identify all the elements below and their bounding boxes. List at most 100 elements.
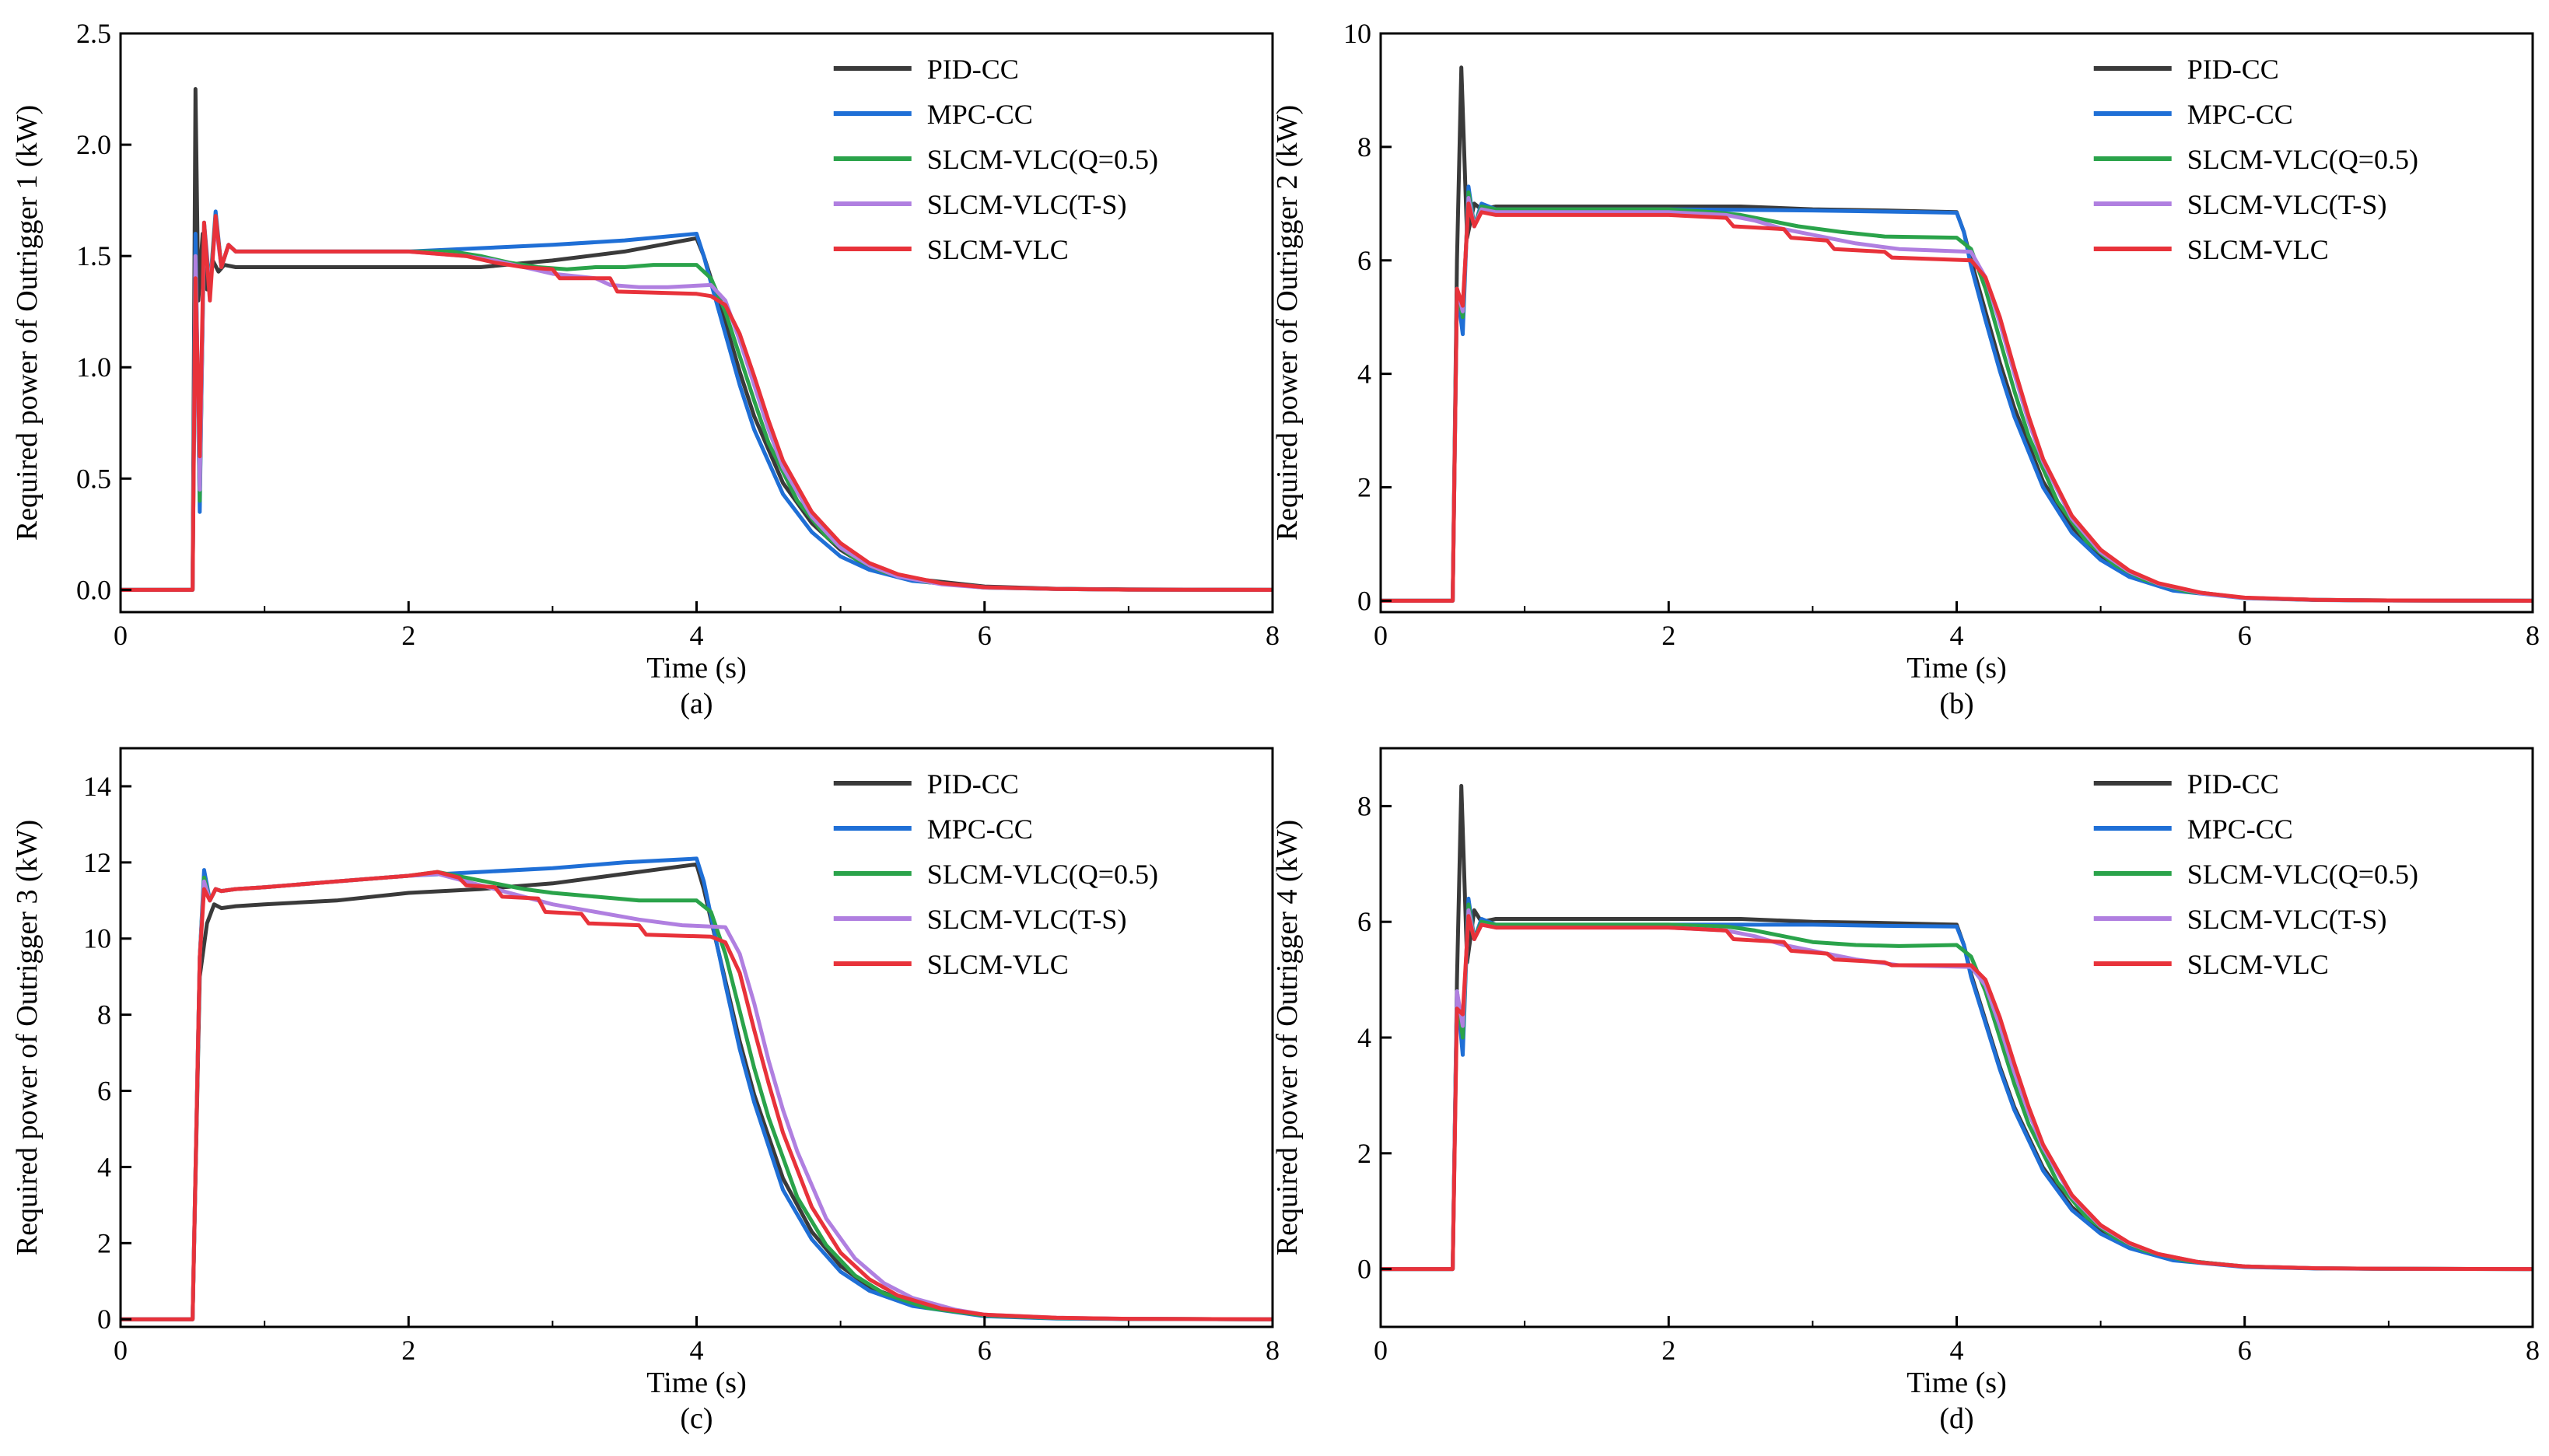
y-tick-label: 6 bbox=[1357, 906, 1371, 937]
panel-d: 0 2 4 6 8 0 2 4 6 8 Time (s) Required power of Outr… bbox=[1271, 747, 2540, 1435]
panel-caption: (d) bbox=[1939, 1402, 1973, 1435]
x-tick-label: 0 bbox=[1374, 1335, 1388, 1366]
legend-label: PID-CC bbox=[927, 54, 1019, 85]
panel-caption: (b) bbox=[1939, 688, 1973, 720]
y-tick-label: 8 bbox=[97, 999, 111, 1031]
series-group bbox=[1381, 65, 2533, 603]
legend-label: SLCM-VLC(T-S) bbox=[2187, 189, 2387, 220]
y-tick-label: 2 bbox=[1357, 472, 1371, 503]
plot-frame bbox=[1379, 747, 2534, 1328]
x-tick-label: 4 bbox=[1950, 1335, 1964, 1366]
y-axis-label: Required power of Outrigger 2 (kW) bbox=[1271, 105, 1304, 541]
y-tick-label: 0 bbox=[1357, 1254, 1371, 1285]
legend-label: MPC-CC bbox=[927, 814, 1033, 845]
y-tick-label: 8 bbox=[1357, 790, 1371, 821]
x-tick-label: 2 bbox=[1661, 620, 1675, 651]
y-tick-label: 10 bbox=[1343, 18, 1371, 49]
series-line-slcm-vlc bbox=[1381, 201, 2533, 603]
series-group bbox=[1381, 783, 2533, 1272]
legend: PID-CC MPC-CC SLCM-VLC(Q=0.5) SLCM-VLC(T-S)… bbox=[2093, 54, 2418, 265]
series-group bbox=[121, 87, 1273, 592]
legend-label: SLCM-VLC(T-S) bbox=[927, 189, 1127, 220]
y-tick-label: 0 bbox=[97, 1304, 111, 1335]
x-axis-label: Time (s) bbox=[1906, 1367, 2006, 1399]
series-line-slcm-vlc-q-0-5- bbox=[1381, 902, 2533, 1272]
y-tick-label: 1.5 bbox=[76, 240, 111, 271]
y-tick-label: 12 bbox=[83, 847, 111, 878]
x-tick-label: 8 bbox=[1266, 1335, 1280, 1366]
y-tick-label: 6 bbox=[97, 1076, 111, 1107]
y-tick-label: 2.0 bbox=[76, 129, 111, 160]
legend-label: SLCM-VLC bbox=[927, 949, 1069, 980]
x-axis-label: Time (s) bbox=[646, 652, 746, 684]
legend-label: PID-CC bbox=[2187, 54, 2279, 85]
y-tick-label: 2 bbox=[97, 1227, 111, 1258]
x-tick-label: 6 bbox=[2238, 1335, 2252, 1366]
legend-label: SLCM-VLC bbox=[2187, 234, 2329, 265]
legend-label: SLCM-VLC(Q=0.5) bbox=[2187, 144, 2418, 175]
legend-label: MPC-CC bbox=[2187, 99, 2293, 130]
x-tick-label: 6 bbox=[978, 1335, 992, 1366]
legend: PID-CC MPC-CC SLCM-VLC(Q=0.5) SLCM-VLC(T-S)… bbox=[833, 768, 1158, 980]
series-line-slcm-vlc bbox=[1381, 914, 2533, 1272]
x-axis-label: Time (s) bbox=[1906, 652, 2006, 684]
series-line-mpc-cc bbox=[1381, 184, 2533, 603]
x-tick-label: 0 bbox=[114, 620, 128, 651]
legend-label: SLCM-VLC(T-S) bbox=[2187, 904, 2387, 935]
panel-caption: (c) bbox=[680, 1402, 713, 1435]
y-tick-label: 2.5 bbox=[76, 18, 111, 49]
series-line-slcm-vlc-q-0-5- bbox=[121, 214, 1273, 592]
y-tick-label: 4 bbox=[1357, 1022, 1371, 1053]
x-tick-label: 4 bbox=[690, 620, 704, 651]
x-tick-label: 2 bbox=[401, 620, 415, 651]
series-line-slcm-vlc bbox=[121, 214, 1273, 592]
panel-caption: (a) bbox=[680, 688, 713, 720]
x-tick-label: 0 bbox=[114, 1335, 128, 1366]
y-axis-label: Required power of Outrigger 3 (kW) bbox=[11, 820, 44, 1255]
series-line-mpc-cc bbox=[1381, 896, 2533, 1272]
y-tick-label: 2 bbox=[1357, 1138, 1371, 1169]
plot-frame bbox=[119, 747, 1274, 1328]
y-axis-label: Required power of Outrigger 1 (kW) bbox=[11, 105, 44, 541]
legend-label: MPC-CC bbox=[927, 99, 1033, 130]
legend: PID-CC MPC-CC SLCM-VLC(Q=0.5) SLCM-VLC(T-S)… bbox=[833, 54, 1158, 265]
x-tick-label: 4 bbox=[690, 1335, 704, 1366]
series-line-slcm-vlc bbox=[121, 870, 1273, 1321]
legend-label: MPC-CC bbox=[2187, 814, 2293, 845]
series-line-slcm-vlc-t-s- bbox=[121, 872, 1273, 1321]
y-axis-label: Required power of Outrigger 4 (kW) bbox=[1271, 820, 1304, 1255]
x-tick-label: 8 bbox=[1266, 620, 1280, 651]
y-tick-label: 8 bbox=[1357, 131, 1371, 163]
x-tick-label: 6 bbox=[978, 620, 992, 651]
x-tick-label: 8 bbox=[2526, 1335, 2540, 1366]
x-tick-label: 6 bbox=[2238, 620, 2252, 651]
legend-label: SLCM-VLC(T-S) bbox=[927, 904, 1127, 935]
legend-label: PID-CC bbox=[927, 768, 1019, 800]
panel-c: 0 2 4 6 8 0 2 4 6 8 10 12 14 Time (s) Required power o… bbox=[11, 747, 1280, 1435]
legend: PID-CC MPC-CC SLCM-VLC(Q=0.5) SLCM-VLC(T-S)… bbox=[2093, 768, 2418, 980]
x-tick-label: 2 bbox=[401, 1335, 415, 1366]
y-tick-label: 10 bbox=[83, 923, 111, 954]
x-tick-label: 4 bbox=[1950, 620, 1964, 651]
plot-frame bbox=[119, 32, 1274, 614]
x-tick-label: 2 bbox=[1661, 1335, 1675, 1366]
legend-label: SLCM-VLC bbox=[2187, 949, 2329, 980]
legend-label: SLCM-VLC bbox=[927, 234, 1069, 265]
y-tick-label: 0.5 bbox=[76, 463, 111, 494]
series-line-slcm-vlc-q-0-5- bbox=[1381, 190, 2533, 603]
x-tick-label: 8 bbox=[2526, 620, 2540, 651]
y-tick-label: 6 bbox=[1357, 245, 1371, 276]
x-tick-label: 0 bbox=[1374, 620, 1388, 651]
legend-label: PID-CC bbox=[2187, 768, 2279, 800]
y-tick-label: 0.0 bbox=[76, 574, 111, 605]
x-axis-label: Time (s) bbox=[646, 1367, 746, 1399]
series-line-slcm-vlc-t-s- bbox=[121, 220, 1273, 592]
series-line-pid-cc bbox=[121, 87, 1273, 592]
panel-b: 0 2 4 6 8 0 2 4 6 8 10 Time (s) Required power of Ou… bbox=[1271, 18, 2540, 720]
legend-label: SLCM-VLC(Q=0.5) bbox=[927, 144, 1158, 175]
series-line-slcm-vlc-q-0-5- bbox=[121, 870, 1273, 1321]
y-tick-label: 4 bbox=[97, 1151, 111, 1182]
plot-frame bbox=[1379, 32, 2534, 614]
panel-a: 0 2 4 6 8 0.0 0.5 1.0 1.5 2.0 2.5 Time (s) Required … bbox=[11, 18, 1280, 720]
